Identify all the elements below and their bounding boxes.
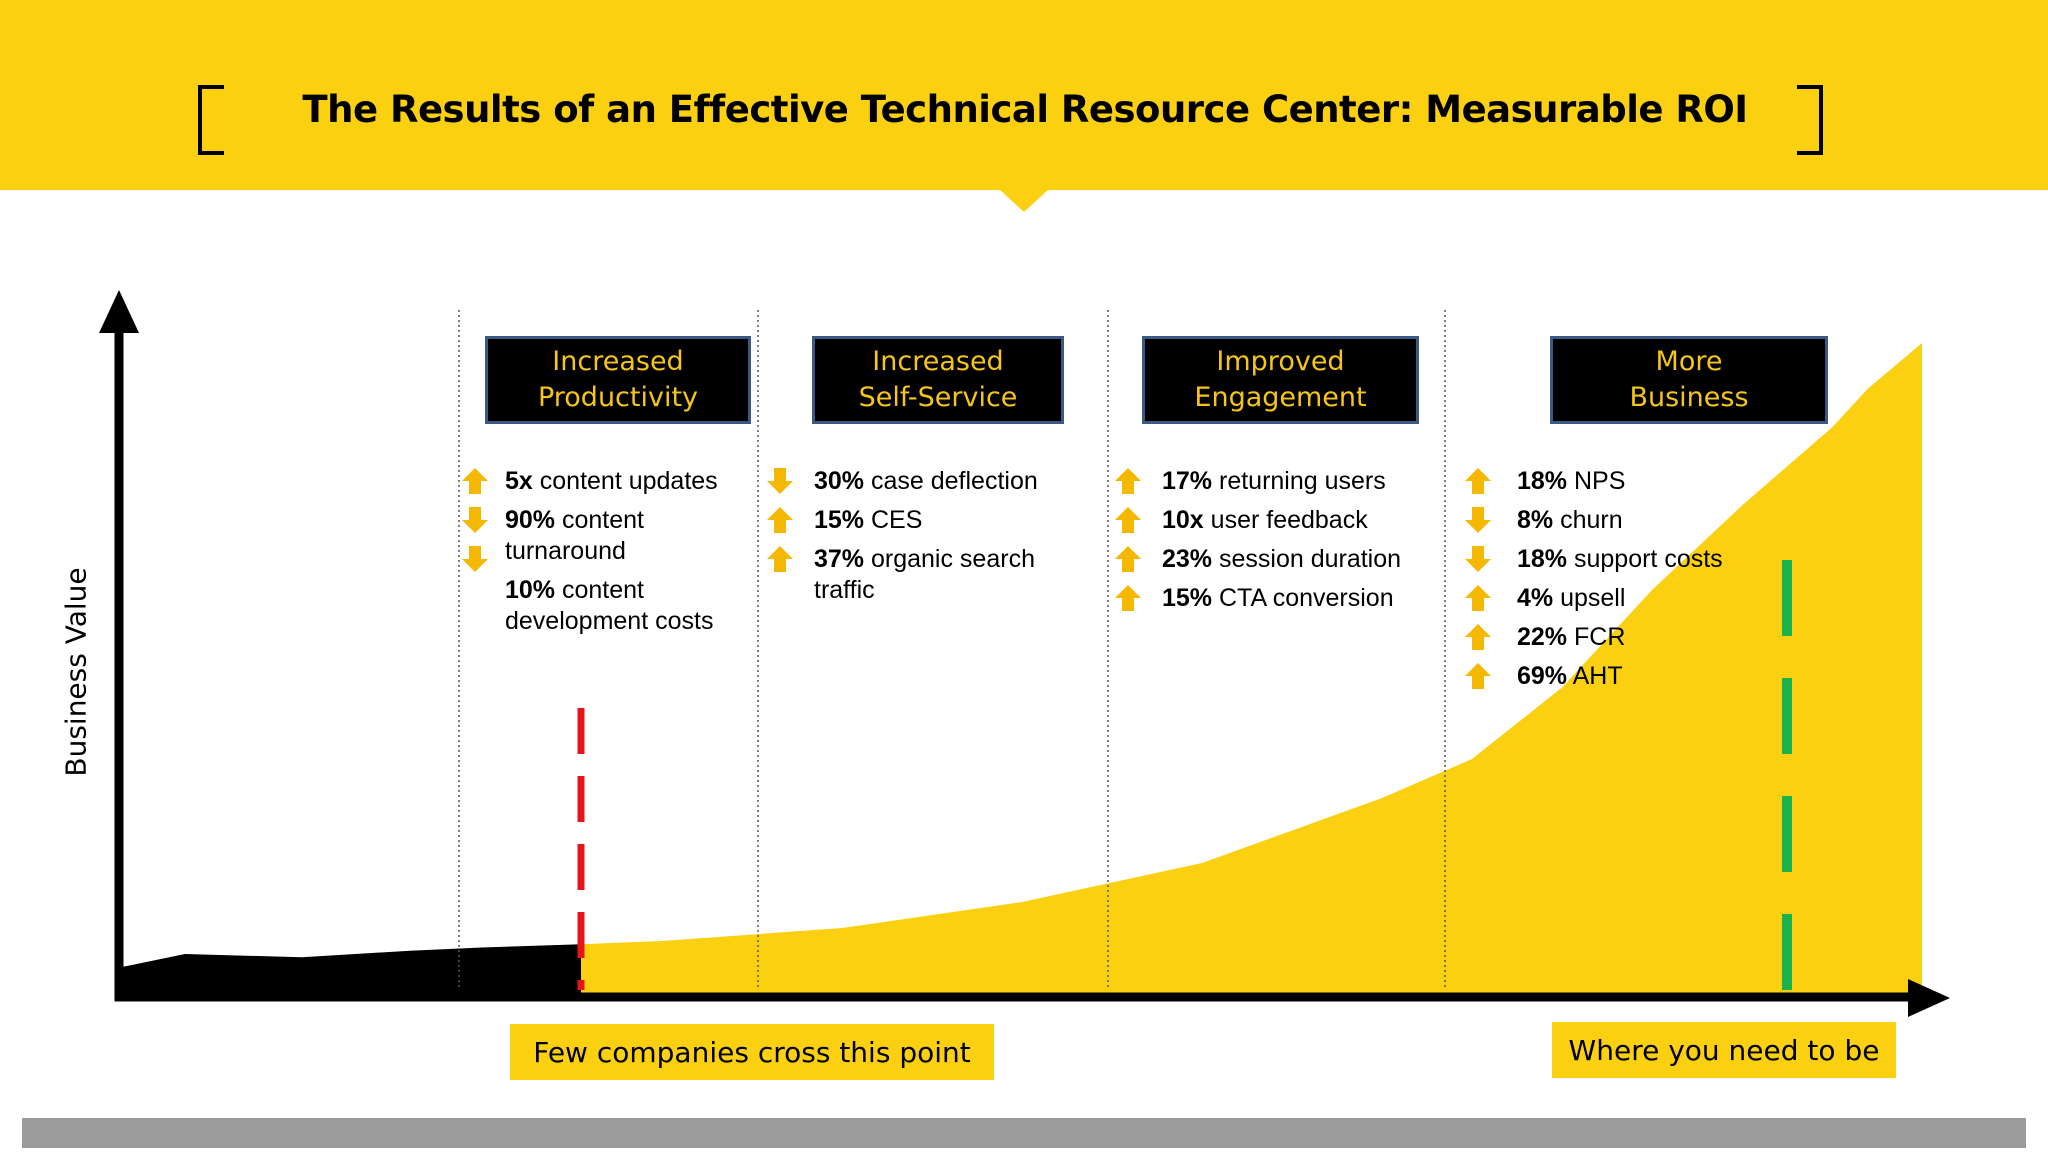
metric-item: 8% churn: [1517, 505, 1757, 536]
metric-value: 10x: [1162, 506, 1204, 534]
phase-title-line: Improved: [1216, 346, 1345, 377]
phase-title: Increased Self-Service: [859, 344, 1018, 416]
metric-label: user feedback: [1203, 506, 1368, 534]
phase-title-line: More: [1655, 346, 1723, 377]
arrow-down-icon: [767, 468, 793, 494]
metric-item: 22% FCR: [1517, 622, 1757, 653]
metric-item: 23% session duration: [1162, 544, 1412, 575]
threshold-callout: Few companies cross this point: [510, 1024, 994, 1080]
arrow-up-icon: [767, 507, 793, 533]
metric-label: organic search traffic: [814, 545, 1035, 604]
metric-label: content development costs: [505, 576, 714, 635]
metric-label: AHT: [1567, 662, 1623, 690]
metric-item: 4% upsell: [1517, 583, 1757, 614]
title-banner-pointer: [1000, 190, 1048, 212]
metric-label: CES: [864, 506, 923, 534]
metric-item: 30% case deflection: [814, 466, 1054, 497]
metric-item: 15% CES: [814, 505, 1054, 536]
phase-title: Increased Productivity: [538, 344, 698, 416]
x-axis-arrowhead: [1908, 979, 1950, 1017]
arrow-down-icon: [1465, 507, 1491, 533]
metric-item: 18% support costs: [1517, 544, 1757, 575]
phase-title-line: Engagement: [1194, 382, 1367, 413]
arrow-up-icon: [767, 546, 793, 572]
arrow-up-icon: [1115, 585, 1141, 611]
metric-item: 69% AHT: [1517, 661, 1757, 692]
metric-item: 5x content updates: [505, 466, 725, 497]
arrow-up-icon: [1465, 624, 1491, 650]
metric-item: 17% returning users: [1162, 466, 1412, 497]
metric-value: 10%: [505, 576, 556, 604]
metric-item: 15% CTA conversion: [1162, 583, 1412, 614]
metric-value: 18%: [1517, 545, 1568, 573]
phase-title: More Business: [1629, 344, 1748, 416]
pre-threshold-area: [122, 944, 581, 993]
metric-item: 18% NPS: [1517, 466, 1757, 497]
metric-label: case deflection: [864, 467, 1038, 495]
phase-box-4: More Business: [1550, 336, 1828, 424]
metric-label: content turnaround: [505, 506, 644, 565]
arrow-down-icon: [462, 507, 488, 533]
metric-value: 15%: [1162, 584, 1213, 612]
right-bracket-decoration: [1797, 85, 1823, 155]
metric-value: 18%: [1517, 467, 1568, 495]
metric-label: CTA conversion: [1212, 584, 1394, 612]
metric-value: 17%: [1162, 467, 1213, 495]
metric-value: 90%: [505, 506, 556, 534]
phase-box-1: Increased Productivity: [485, 336, 751, 424]
title-banner: [0, 0, 2048, 190]
metric-value: 22%: [1517, 623, 1568, 651]
metric-value: 15%: [814, 506, 865, 534]
arrow-down-icon: [1465, 546, 1491, 572]
phase-title-line: Increased: [552, 346, 684, 377]
phase-title-line: Productivity: [537, 382, 699, 413]
phase-title-line: Self-Service: [858, 382, 1018, 413]
metric-label: NPS: [1567, 467, 1626, 495]
phase-title: Improved Engagement: [1194, 344, 1366, 416]
page-title: The Results of an Effective Technical Re…: [302, 88, 1748, 131]
metric-label: FCR: [1567, 623, 1626, 651]
phase-title-line: Business: [1629, 382, 1749, 413]
metric-label: churn: [1553, 506, 1623, 534]
y-axis-label: Business Value: [59, 567, 93, 777]
metric-label: upsell: [1553, 584, 1626, 612]
metric-value: 30%: [814, 467, 865, 495]
arrow-up-icon: [1465, 585, 1491, 611]
arrow-up-icon: [1115, 507, 1141, 533]
y-axis-arrowhead: [99, 290, 139, 333]
phase-title-line: Increased: [872, 346, 1004, 377]
arrow-up-icon: [1115, 468, 1141, 494]
arrow-up-icon: [462, 468, 488, 494]
metric-label: content updates: [532, 467, 718, 495]
metric-item: 10x user feedback: [1162, 505, 1412, 536]
arrow-down-icon: [462, 546, 488, 572]
value-growth-area: [581, 343, 1922, 993]
arrow-up-icon: [1465, 468, 1491, 494]
left-bracket-decoration: [198, 85, 224, 155]
arrow-up-icon: [1115, 546, 1141, 572]
metric-item: 37% organic search traffic: [814, 544, 1054, 606]
metric-value: 4%: [1517, 584, 1554, 612]
metric-value: 5x: [505, 467, 533, 495]
phase-box-2: Increased Self-Service: [812, 336, 1064, 424]
metric-value: 69%: [1517, 662, 1568, 690]
metric-label: support costs: [1567, 545, 1723, 573]
metric-value: 23%: [1162, 545, 1213, 573]
metric-item: 10% content development costs: [505, 575, 725, 637]
phase-box-3: Improved Engagement: [1142, 336, 1419, 424]
metric-item: 90% content turnaround: [505, 505, 725, 567]
target-callout: Where you need to be: [1552, 1022, 1896, 1078]
metric-label: returning users: [1212, 467, 1386, 495]
metric-value: 37%: [814, 545, 865, 573]
metric-label: session duration: [1212, 545, 1402, 573]
footer-bar: [22, 1118, 2026, 1148]
metric-value: 8%: [1517, 506, 1554, 534]
arrow-up-icon: [1465, 663, 1491, 689]
